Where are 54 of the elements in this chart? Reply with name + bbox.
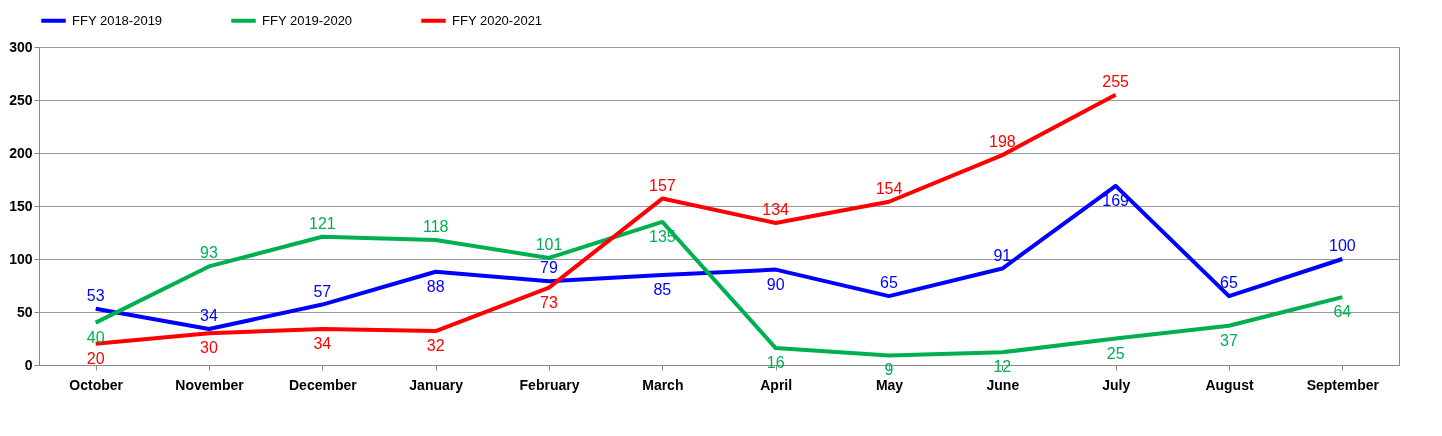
data-label: 90 xyxy=(766,275,785,293)
data-label: 154 xyxy=(875,179,903,197)
data-label: 65 xyxy=(1220,274,1238,292)
y-tick-label: 300 xyxy=(9,38,33,55)
data-label: 16 xyxy=(766,354,785,372)
data-label: 79 xyxy=(540,259,558,277)
y-tick-label: 250 xyxy=(9,91,33,108)
data-label: 34 xyxy=(200,306,218,324)
data-label: 157 xyxy=(648,176,676,194)
x-tick-label: January xyxy=(409,376,464,393)
data-label: 118 xyxy=(422,217,449,235)
data-label: 30 xyxy=(200,339,218,357)
data-label: 85 xyxy=(653,280,672,298)
data-label: 20 xyxy=(86,349,105,367)
data-label: 53 xyxy=(86,286,105,304)
data-label: 255 xyxy=(1102,72,1130,90)
x-tick-label: November xyxy=(175,376,245,393)
legend-label: FFY 2020-2021 xyxy=(452,12,543,28)
x-tick-label: May xyxy=(875,376,904,393)
legend-label: FFY 2019-2020 xyxy=(262,12,353,28)
data-label: 32 xyxy=(426,337,445,355)
data-label: 25 xyxy=(1106,344,1125,362)
data-label: 198 xyxy=(988,133,1016,151)
y-tick-label: 200 xyxy=(9,144,33,161)
data-label: 64 xyxy=(1333,303,1352,321)
data-label: 88 xyxy=(426,277,445,295)
x-tick-label: February xyxy=(519,376,580,393)
x-tick-label: August xyxy=(1205,376,1254,393)
x-tick-label: December xyxy=(288,376,358,393)
y-tick-label: 100 xyxy=(9,250,33,267)
data-label: 100 xyxy=(1328,237,1356,254)
legend-label: FFY 2018-2019 xyxy=(72,12,163,28)
y-tick-label: 50 xyxy=(16,303,33,320)
x-tick-label: March xyxy=(642,376,684,393)
data-label: 73 xyxy=(540,293,558,311)
data-label: 34 xyxy=(313,334,332,352)
x-tick-label: April xyxy=(760,376,793,393)
data-label: 91 xyxy=(993,246,1012,264)
data-label: 134 xyxy=(762,200,790,218)
data-label: 9 xyxy=(884,361,894,379)
data-label: 93 xyxy=(200,244,218,262)
data-label: 65 xyxy=(880,274,898,292)
x-tick-label: June xyxy=(986,376,1020,393)
y-tick-label: 150 xyxy=(9,197,33,214)
data-label: 57 xyxy=(313,282,332,300)
x-tick-label: September xyxy=(1306,376,1380,393)
data-label: 121 xyxy=(308,214,336,232)
x-tick-label: October xyxy=(69,376,124,393)
x-tick-label: July xyxy=(1102,376,1131,393)
data-label: 101 xyxy=(535,235,563,253)
y-tick-label: 0 xyxy=(24,356,33,373)
data-label: 12 xyxy=(993,358,1012,376)
data-label: 37 xyxy=(1220,331,1238,349)
data-label: 40 xyxy=(86,328,105,346)
